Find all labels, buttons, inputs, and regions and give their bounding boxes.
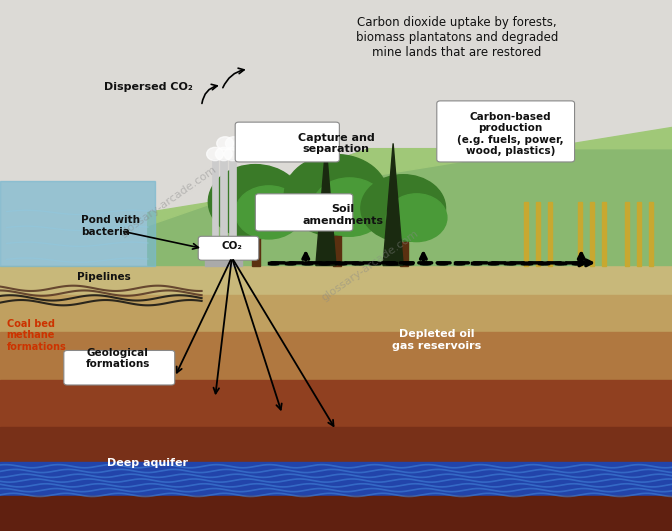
- Ellipse shape: [284, 155, 388, 236]
- Ellipse shape: [224, 148, 241, 160]
- Text: glossary-arcade.com: glossary-arcade.com: [118, 165, 218, 239]
- Text: Coal bed
methane
formations: Coal bed methane formations: [7, 319, 67, 352]
- Text: Geological
formations: Geological formations: [85, 348, 150, 370]
- Bar: [333, 236, 341, 266]
- Bar: [205, 250, 242, 266]
- Ellipse shape: [235, 137, 251, 150]
- Ellipse shape: [312, 178, 386, 236]
- Bar: [220, 159, 227, 266]
- Polygon shape: [383, 143, 403, 266]
- Bar: [0, 462, 672, 496]
- Bar: [637, 202, 641, 266]
- Bar: [252, 239, 260, 266]
- Bar: [0, 0, 672, 266]
- Text: glossary-arcade.com: glossary-arcade.com: [319, 228, 420, 303]
- Text: Deep aquifer: Deep aquifer: [108, 458, 188, 468]
- Bar: [229, 159, 236, 266]
- Bar: [649, 202, 653, 266]
- Bar: [212, 159, 218, 266]
- FancyBboxPatch shape: [255, 194, 353, 231]
- Bar: [0, 266, 672, 295]
- Bar: [0, 295, 672, 332]
- Polygon shape: [148, 149, 672, 266]
- Ellipse shape: [361, 175, 446, 242]
- Bar: [0, 427, 672, 462]
- Text: Pipelines: Pipelines: [77, 272, 131, 282]
- Bar: [548, 202, 552, 266]
- Bar: [578, 202, 582, 266]
- Bar: [625, 202, 629, 266]
- Text: Carbon-based
production
(e.g. fuels, power,
wood, plastics): Carbon-based production (e.g. fuels, pow…: [458, 112, 564, 156]
- Bar: [0, 496, 672, 531]
- Text: Soil
amendments: Soil amendments: [302, 204, 383, 226]
- Ellipse shape: [235, 186, 302, 239]
- Polygon shape: [316, 143, 336, 266]
- Text: Depleted oil
gas reservoirs: Depleted oil gas reservoirs: [392, 329, 481, 351]
- Bar: [0, 332, 672, 380]
- Text: Capture and
separation: Capture and separation: [298, 133, 374, 155]
- Ellipse shape: [226, 137, 243, 150]
- Polygon shape: [0, 181, 155, 266]
- Bar: [590, 202, 594, 266]
- Text: Dispersed CO₂: Dispersed CO₂: [104, 82, 193, 92]
- Bar: [0, 380, 672, 427]
- Bar: [524, 202, 528, 266]
- Ellipse shape: [215, 148, 233, 160]
- FancyBboxPatch shape: [437, 101, 575, 162]
- Ellipse shape: [206, 148, 223, 160]
- Bar: [400, 242, 408, 266]
- Ellipse shape: [208, 165, 302, 239]
- Text: Carbon dioxide uptake by forests,
biomass plantatons and degraded
mine lands tha: Carbon dioxide uptake by forests, biomas…: [355, 16, 558, 59]
- FancyBboxPatch shape: [235, 122, 339, 162]
- FancyBboxPatch shape: [198, 236, 259, 260]
- Bar: [602, 202, 606, 266]
- Polygon shape: [148, 127, 672, 226]
- Bar: [536, 202, 540, 266]
- Text: Pond with
bacteria: Pond with bacteria: [81, 215, 140, 237]
- Ellipse shape: [216, 137, 234, 150]
- Ellipse shape: [386, 194, 447, 242]
- Text: CO₂: CO₂: [221, 242, 243, 251]
- FancyBboxPatch shape: [64, 350, 175, 385]
